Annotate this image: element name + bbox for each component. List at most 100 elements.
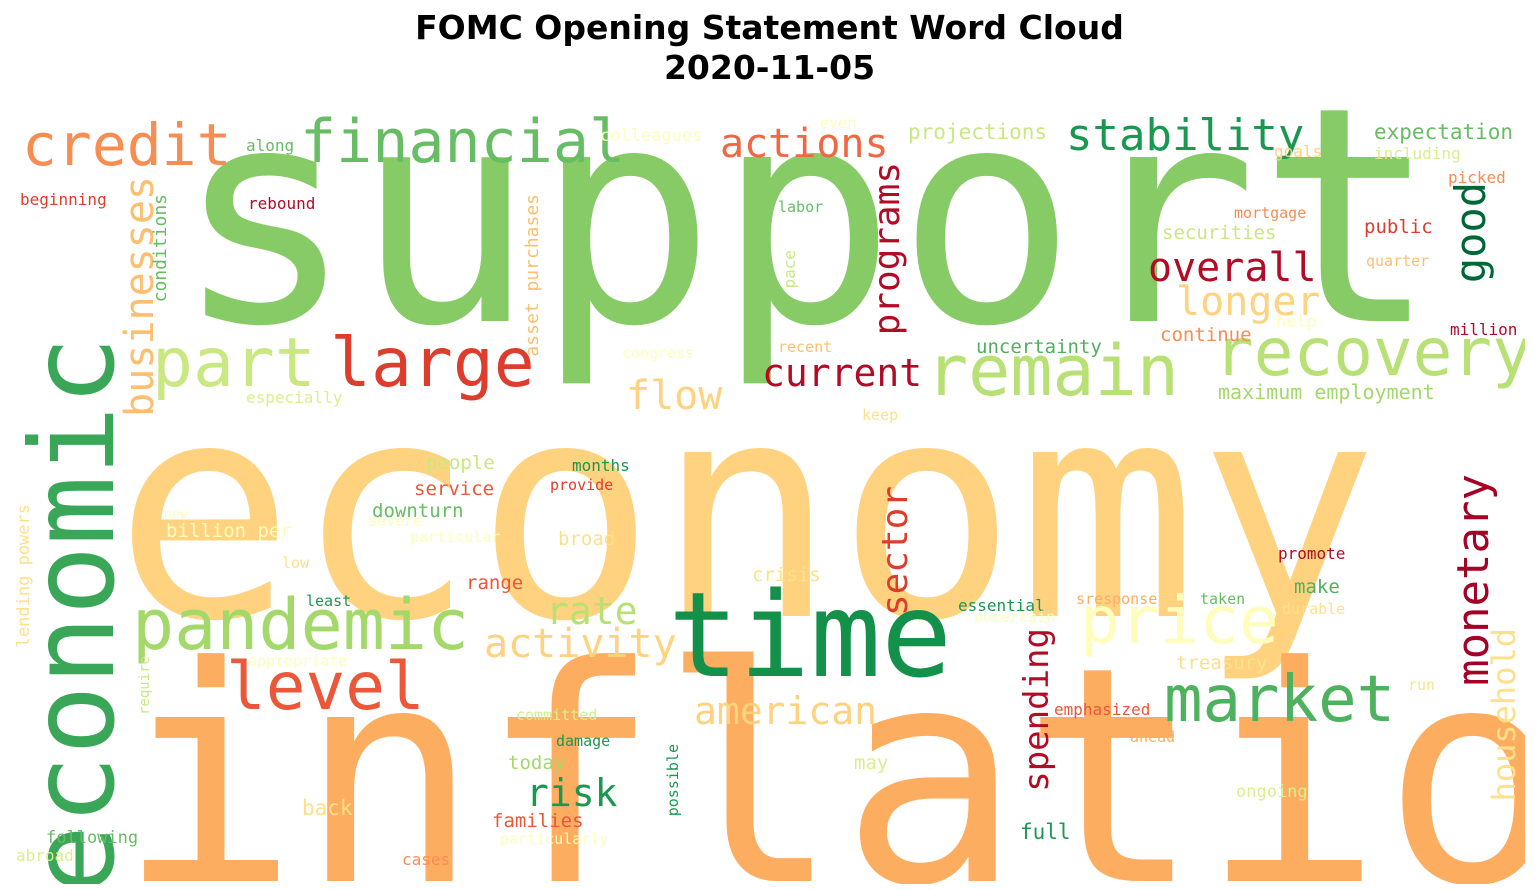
word-particular: particular [410,528,501,546]
word-pace: pace [780,250,799,289]
word-continue: continue [1160,324,1252,346]
word-rate: rate [546,589,638,633]
word-range: range [466,572,524,594]
word-durable: durable [1282,600,1346,618]
word-ahead: ahead [1130,728,1176,746]
word-beginning: beginning [20,190,107,209]
word-million: million [1450,320,1518,339]
word-particularly: particularly [500,830,609,848]
word-inflation: inflation [118,603,1525,885]
word-full: full [1020,820,1071,844]
word-cases: cases [402,850,451,869]
word-people: people [426,452,495,474]
word-recovery: recovery [1214,314,1525,391]
word-especially: especially [246,388,343,407]
word-billion-per: billion per [166,520,292,542]
word-lending-powers: lending powers [14,504,34,648]
word-stability: stability [1066,110,1305,161]
word-today: today [508,752,566,774]
word-market: market [1164,663,1396,737]
word-ongoing: ongoing [1236,782,1308,802]
word-keep: keep [862,406,899,424]
word-even: even [820,114,857,132]
word-damage: damage [556,732,611,750]
word-part: part [152,324,316,403]
word-level: level [226,648,425,725]
word-help: help [1276,312,1317,332]
word-emphasized: emphasized [1054,700,1151,719]
word-appropriate: appropriate [248,652,348,670]
word-including: including [1374,144,1461,163]
word-months: months [572,456,630,475]
word-cloud: support economy inflation economic time … [14,108,1525,884]
word-risk: risk [526,771,618,815]
word-service: service [414,478,495,500]
word-time: time [668,566,953,704]
word-expectation: expectation [1374,120,1514,144]
word-american: american [694,689,878,733]
word-low: low [282,554,310,572]
chart-title-date: 2020-11-05 [663,48,876,87]
word-treasury: treasury [1176,652,1268,674]
word-make: make [1294,576,1340,598]
word-flow: flow [626,373,723,419]
word-large: large [330,324,535,403]
word-maximum-employment: maximum employment [1218,380,1435,404]
word-activity: activity [484,621,677,667]
word-colleagues: colleagues [600,126,703,146]
word-spending: spending [1017,628,1057,792]
word-may: may [854,752,889,774]
word-sresponse: sresponse [1076,590,1158,608]
word-sector: sector [875,486,916,617]
word-conditions: conditions [150,194,171,303]
word-good: good [1446,182,1495,284]
word-goals: goals [1274,142,1323,161]
word-programs: programs [867,162,908,336]
word-uncertain: uncertain [974,608,1056,626]
word-credit: credit [22,111,232,179]
word-uncertainty: uncertainty [976,336,1102,358]
word-promote: promote [1278,544,1346,563]
word-committed: committed [516,706,598,724]
word-along: along [246,136,295,155]
word-congress: congress [622,344,695,362]
word-pandemic: pandemic [132,584,470,666]
word-severe: severe [368,512,423,530]
word-downturn: downturn [372,500,464,522]
word-support: support [174,108,1439,392]
word-provide: provide [550,476,614,494]
word-projections: projections [908,120,1048,144]
word-mortgage: mortgage [1234,204,1307,222]
word-abroad: abroad [16,846,74,865]
word-longer: longer [1176,279,1321,325]
word-back: back [302,796,353,820]
word-following: following [46,828,139,848]
word-recent: recent [778,338,833,356]
word-price: price [1080,582,1279,659]
word-least: least [306,592,352,610]
word-rebound: rebound [248,194,316,213]
word-current: current [762,351,923,395]
word-economy: economy [114,338,1379,687]
word-broad: broad [558,528,616,550]
word-remain: remain [926,330,1179,412]
chart-title-line1: FOMC Opening Statement Word Cloud [415,8,1124,47]
word-families: families [492,810,584,832]
word-taken: taken [1200,590,1246,608]
word-overall: overall [1148,245,1317,291]
word-possible: possible [664,744,682,817]
word-actions: actions [720,121,889,167]
word-labor: labor [778,198,824,216]
word-asset-purchases: asset purchases [522,194,543,357]
word-picked: picked [1448,168,1506,187]
chart-title: FOMC Opening Statement Word Cloud 2020-1… [0,8,1539,88]
word-new: new [164,507,188,522]
word-household: household [1485,628,1523,802]
word-essential: essential [958,596,1045,615]
word-require: require [137,656,153,716]
word-run: run [1408,676,1436,694]
word-financial: financial [300,108,626,177]
word-public: public [1364,216,1433,238]
word-crisis: crisis [752,564,821,586]
word-quarter: quarter [1366,252,1430,270]
